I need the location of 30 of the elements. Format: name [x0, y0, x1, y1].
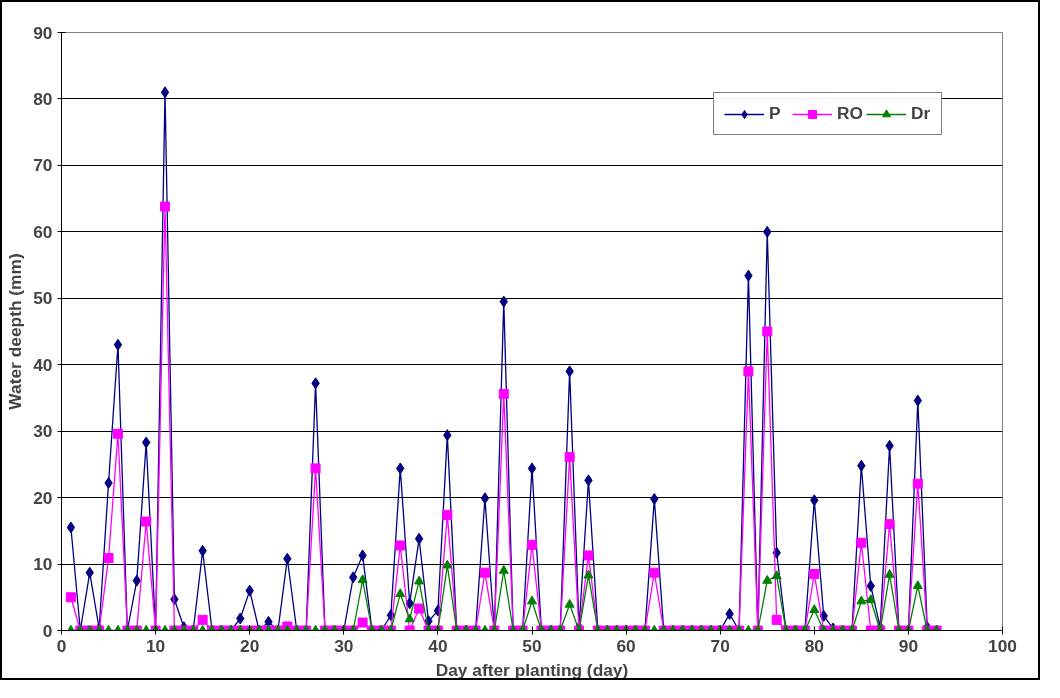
x-tick-label: 50 — [522, 635, 542, 656]
x-tick-label: 100 — [988, 635, 1017, 656]
x-tick-label: 10 — [145, 635, 166, 656]
x-tick-label: 30 — [334, 635, 354, 656]
y-tick-label: 10 — [33, 554, 53, 575]
y-axis-title: Water deepth (mm) — [5, 253, 26, 410]
x-tick-label: 40 — [428, 635, 448, 656]
y-tick-label: 90 — [33, 22, 53, 43]
y-tick-label: 20 — [33, 487, 53, 508]
x-tick-label: 90 — [898, 635, 919, 656]
point — [527, 462, 537, 475]
y-tick-label: 80 — [33, 88, 53, 109]
x-tick-label: 0 — [56, 635, 67, 656]
legend-label: Dr — [911, 103, 931, 124]
y-tick-label: 60 — [33, 221, 53, 242]
x-tick-label: 20 — [240, 635, 260, 656]
x-tick-label: 60 — [616, 635, 636, 656]
y-tick-label: 70 — [33, 155, 53, 176]
legend-label: P — [769, 103, 782, 124]
x-tick-label: 80 — [804, 635, 824, 656]
y-tick-label: 40 — [33, 354, 53, 375]
legend-label: RO — [837, 103, 863, 124]
point — [414, 532, 424, 545]
y-tick-label: 0 — [42, 620, 53, 641]
point — [113, 338, 123, 351]
y-tick-label: 50 — [33, 288, 53, 309]
point — [66, 521, 76, 534]
point — [160, 86, 170, 99]
y-tick-label: 30 — [33, 421, 53, 442]
x-tick-label: 70 — [710, 635, 730, 656]
